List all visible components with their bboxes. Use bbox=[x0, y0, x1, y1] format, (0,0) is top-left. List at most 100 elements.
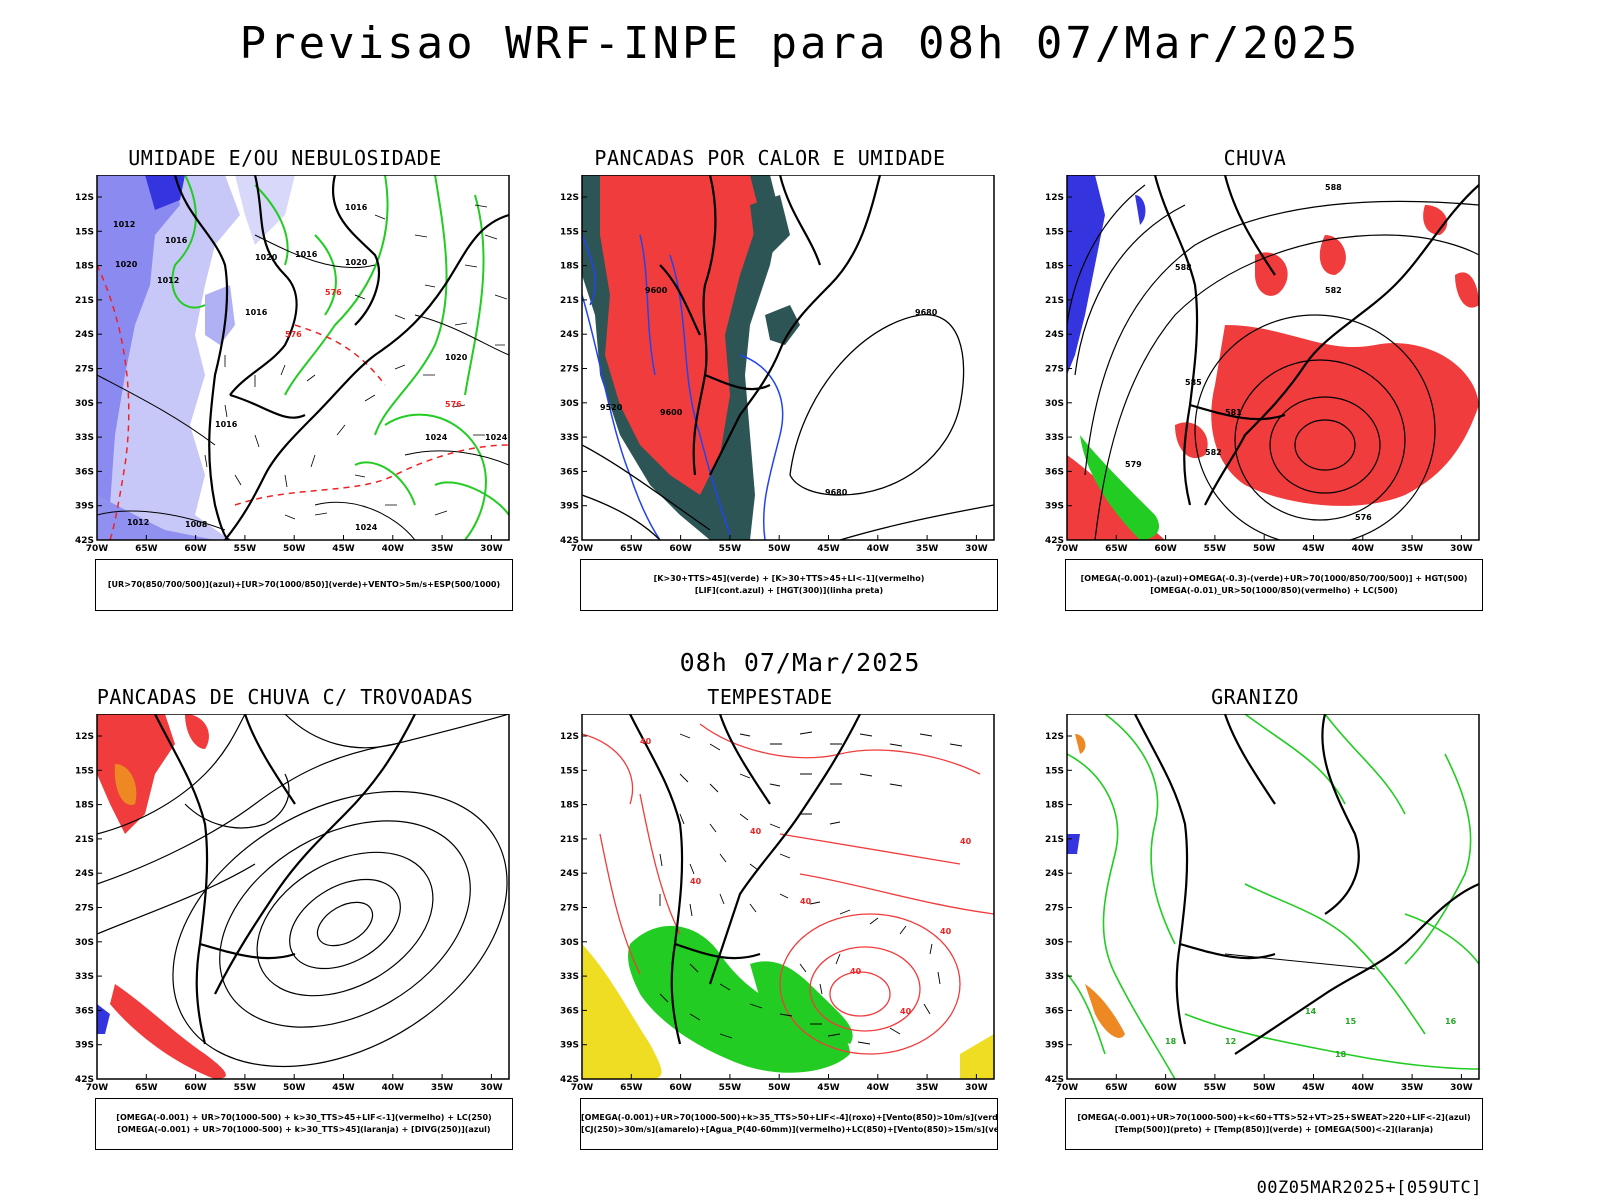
lat-tick-label: 39S bbox=[560, 502, 579, 512]
lat-tick-label: 30S bbox=[1045, 938, 1064, 948]
lat-tick-label: 15S bbox=[75, 766, 94, 776]
lat-tick-label: 27S bbox=[560, 365, 579, 375]
red-unstable-area bbox=[600, 175, 760, 495]
lon-tick-label: 55W bbox=[234, 1083, 257, 1093]
contour-label: 1012 bbox=[113, 220, 135, 229]
legend-line: [CJ(250)>30m/s](amarelo)+[Agua_P(40-60mm… bbox=[581, 1125, 997, 1134]
orange-area bbox=[114, 764, 137, 805]
lat-tick-label: 15S bbox=[75, 227, 94, 237]
lat-tick-label: 27S bbox=[75, 365, 94, 375]
lat-tick-label: 18S bbox=[560, 262, 579, 272]
red-convection-areas bbox=[97, 714, 226, 1079]
lat-tick-label: 18S bbox=[1045, 801, 1064, 811]
contour-label: 1012 bbox=[157, 276, 179, 285]
lon-tick-label: 60W bbox=[1154, 1083, 1177, 1093]
lon-tick-label: 30W bbox=[1450, 544, 1473, 554]
humidity-shading bbox=[235, 175, 295, 245]
lat-tick-label: 21S bbox=[75, 296, 94, 306]
orange-omega-area bbox=[1075, 734, 1086, 754]
lat-tick-label: 30S bbox=[1045, 399, 1064, 409]
blue-omega-area bbox=[1135, 195, 1146, 225]
lon-tick-label: 30W bbox=[480, 544, 503, 554]
panel-tempestade: TEMPESTADE bbox=[540, 685, 1000, 1169]
map-chuva: 12S 15S 18S 21S 24S 27S 30S 33S 36S 39S 42S 70W 65W… bbox=[1045, 175, 1480, 554]
lon-tick-label: 45W bbox=[817, 544, 840, 554]
lon-tick-label: 50W bbox=[1253, 544, 1276, 554]
coastline-borders bbox=[629, 714, 861, 1045]
lon-tick-label: 70W bbox=[1056, 544, 1079, 554]
lat-tick-label: 27S bbox=[1045, 904, 1064, 914]
lon-ticks: 70W 65W 60W 55W 50W 45W 40W 35W 30W bbox=[86, 1074, 503, 1093]
lon-tick-label: 55W bbox=[719, 544, 742, 554]
lat-tick-label: 12S bbox=[560, 193, 579, 203]
lat-ticks: 12S 15S 18S 21S 24S 27S 30S 33S 36S 39S 42S bbox=[560, 732, 587, 1085]
lat-tick-label: 42S bbox=[1045, 536, 1064, 546]
legend-line: [OMEGA(-0.001) + UR>70(1000-500) + k>30_… bbox=[116, 1113, 492, 1122]
contour-label: 579 bbox=[1125, 460, 1142, 469]
lat-tick-label: 33S bbox=[75, 433, 94, 443]
panel-umidade: UMIDADE E/OU NEBULOSIDADE bbox=[55, 146, 515, 630]
contour-label: 1016 bbox=[345, 203, 368, 212]
contour-label: 15 bbox=[1345, 1017, 1357, 1026]
green-unstable-area bbox=[750, 195, 790, 255]
lat-ticks: 12S 15S 18S 21S 24S 27S 30S 33S 36S 39S 42S bbox=[1045, 732, 1072, 1085]
main-title: Previsao WRF-INPE para 08h 07/Mar/2025 bbox=[239, 18, 1361, 69]
legend-line: [OMEGA(-0.001)-(azul)+OMEGA(-0.3)-(verde… bbox=[1080, 574, 1468, 583]
legend-box: [OMEGA(-0.001)+UR>70(1000-500)+k>35_TTS>… bbox=[580, 1098, 998, 1150]
lon-tick-label: 55W bbox=[1204, 1083, 1227, 1093]
lon-tick-label: 50W bbox=[283, 1083, 306, 1093]
contour-label: 18 bbox=[1335, 1050, 1347, 1059]
hgt-contours bbox=[582, 314, 994, 540]
panel-pancadas-calor: PANCADAS POR CALOR E UMIDADE bbox=[540, 146, 1000, 630]
contour-label: 40 bbox=[960, 837, 972, 846]
lat-ticks: 12S 15S 18S 21S 24S 27S 30S 33S 36S 39S 42S bbox=[75, 193, 102, 546]
legend-line: [OMEGA(-0.001)+UR>70(1000-500)+k>35_TTS>… bbox=[581, 1113, 997, 1122]
lif-contours bbox=[582, 234, 784, 540]
panel-granizo: GRANIZO bbox=[1025, 685, 1485, 1169]
lat-tick-label: 39S bbox=[75, 502, 94, 512]
contour-label: 16 bbox=[1445, 1017, 1457, 1026]
blue-omega-area bbox=[1067, 175, 1105, 375]
contour-label: 40 bbox=[640, 737, 652, 746]
lon-tick-label: 65W bbox=[1105, 1083, 1128, 1093]
contour-label: 9600 bbox=[645, 286, 668, 295]
lon-tick-label: 45W bbox=[1302, 1083, 1325, 1093]
lon-tick-label: 65W bbox=[620, 1083, 643, 1093]
lat-tick-label: 12S bbox=[75, 193, 94, 203]
contour-label: 40 bbox=[850, 967, 862, 976]
contour-label: 9520 bbox=[600, 403, 623, 412]
lon-tick-label: 55W bbox=[719, 1083, 742, 1093]
lon-tick-label: 40W bbox=[867, 544, 890, 554]
lon-tick-label: 70W bbox=[86, 1083, 109, 1093]
panel-title: PANCADAS POR CALOR E UMIDADE bbox=[594, 146, 946, 170]
lat-tick-label: 42S bbox=[560, 1075, 579, 1085]
legend-line: [OMEGA(-0.001) + UR>70(1000-500) + k>30_… bbox=[117, 1125, 491, 1134]
map-umidade: 12S 15S 18S 21S 24S 27S 30S 33S 36S 39S 42S 70W 65W… bbox=[75, 175, 510, 554]
legend-line: [Temp(500)](preto) + [Temp(850)](verde) … bbox=[1114, 1125, 1434, 1134]
map-tempestade: 12S 15S 18S 21S 24S 27S 30S 33S 36S 39S 42S 70W 65W… bbox=[560, 714, 995, 1093]
contour-label: 12 bbox=[1225, 1037, 1236, 1046]
lat-tick-label: 24S bbox=[75, 330, 94, 340]
legend-box: [OMEGA(-0.001)+UR>70(1000-500)+k<60+TTS>… bbox=[1065, 1098, 1483, 1150]
streamlines bbox=[97, 714, 509, 1068]
lon-tick-label: 55W bbox=[234, 544, 257, 554]
green-wind-area bbox=[750, 961, 853, 1044]
lon-tick-label: 65W bbox=[620, 544, 643, 554]
green-wind-area bbox=[628, 925, 850, 1073]
lon-tick-label: 40W bbox=[1352, 1083, 1375, 1093]
run-info-footer: 00Z05MAR2025+[059UTC] bbox=[1256, 1178, 1482, 1198]
lat-tick-label: 42S bbox=[75, 536, 94, 546]
contour-label: 1016 bbox=[165, 236, 188, 245]
contour-label: 40 bbox=[800, 897, 812, 906]
lat-tick-label: 39S bbox=[75, 1041, 94, 1051]
contour-label: 9680 bbox=[915, 308, 938, 317]
yellow-jet-area bbox=[582, 944, 662, 1079]
contour-label: 582 bbox=[1325, 286, 1342, 295]
lat-tick-label: 33S bbox=[1045, 972, 1064, 982]
legend-box: [K>30+TTS>45](verde) + [K>30+TTS>45+LI<-… bbox=[580, 559, 998, 611]
lat-tick-label: 24S bbox=[1045, 869, 1064, 879]
lon-tick-label: 35W bbox=[1401, 544, 1424, 554]
lon-tick-label: 70W bbox=[571, 544, 594, 554]
lat-tick-label: 24S bbox=[75, 869, 94, 879]
panel-title: CHUVA bbox=[1223, 146, 1287, 170]
